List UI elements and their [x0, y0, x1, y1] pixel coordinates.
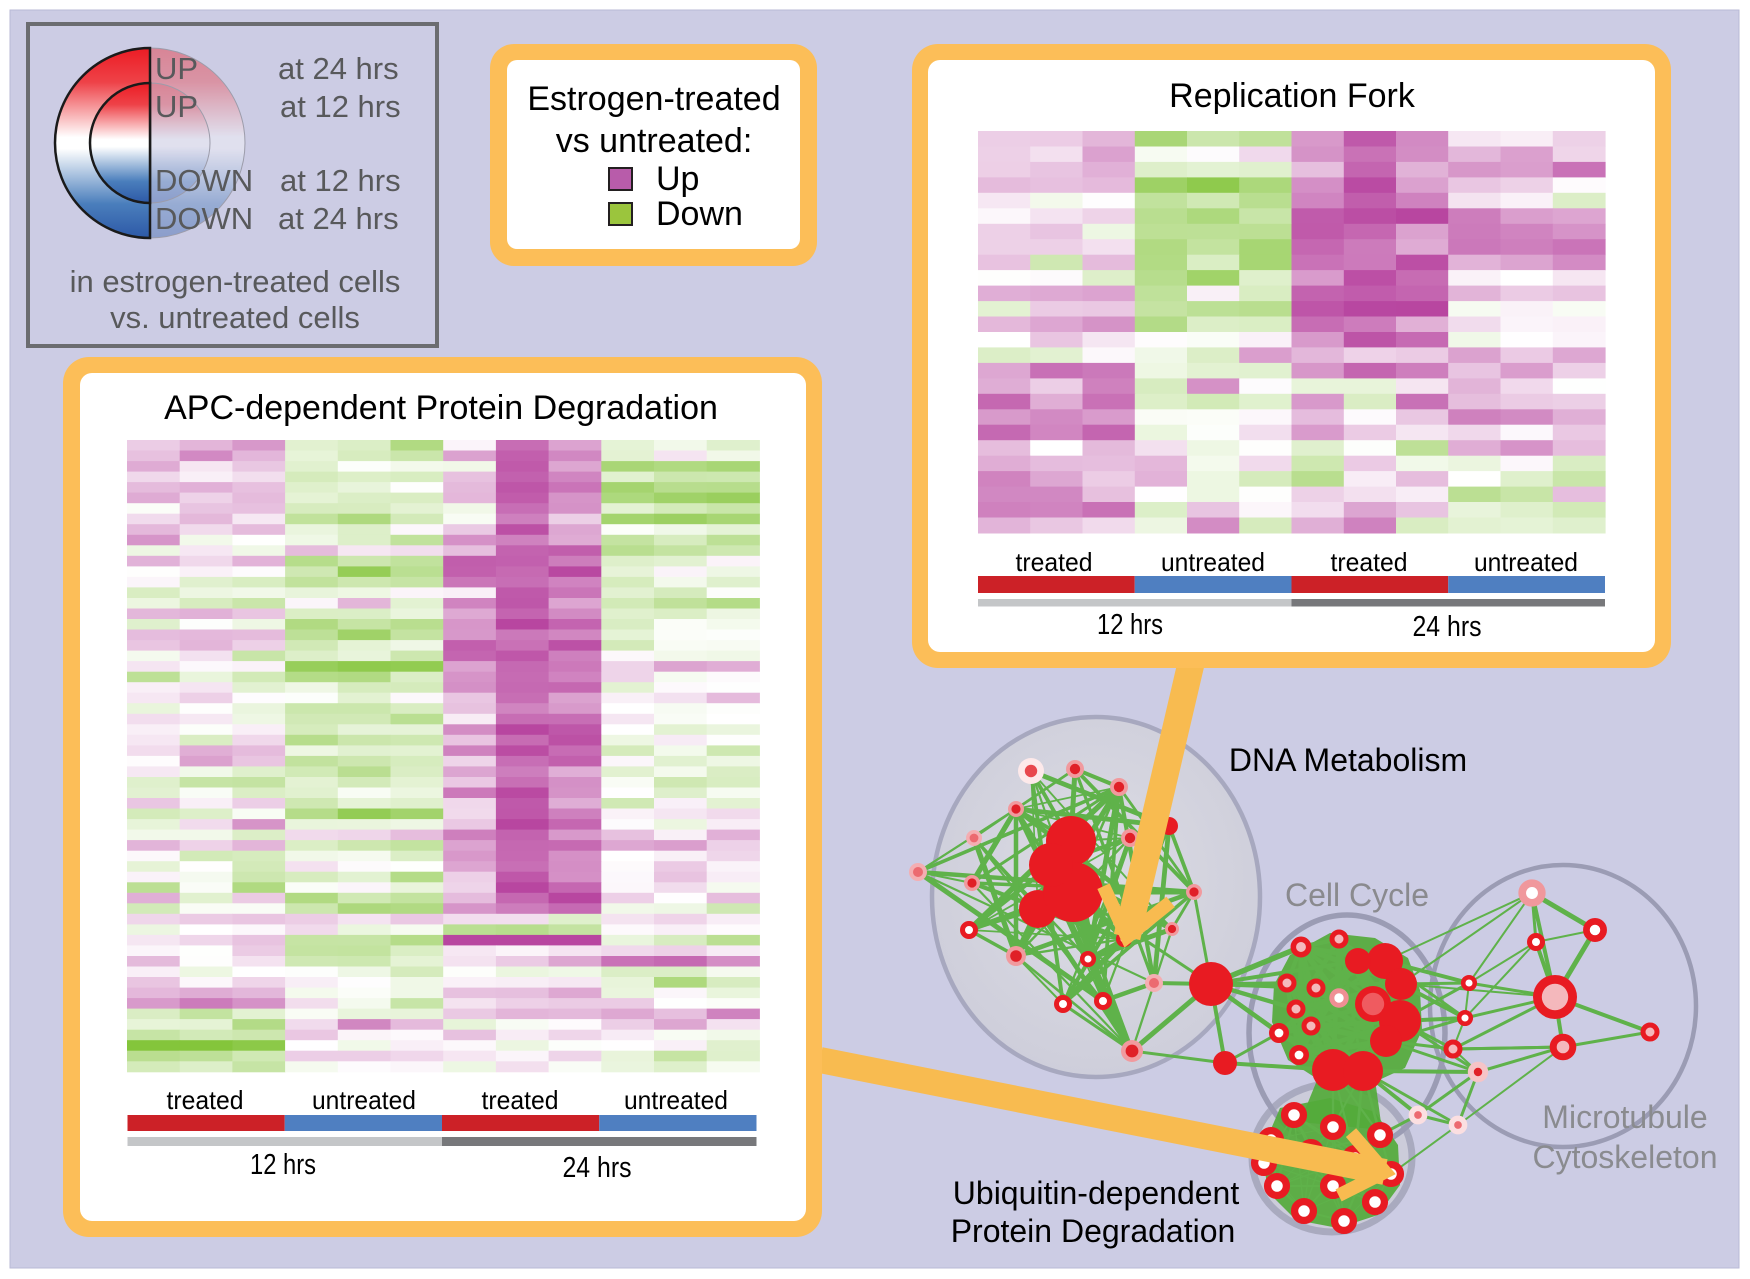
svg-text:at 24 hrs: at 24 hrs: [278, 201, 399, 236]
svg-text:12 hrs: 12 hrs: [250, 1149, 316, 1181]
svg-text:untreated: untreated: [1474, 547, 1578, 577]
svg-text:in estrogen-treated cells: in estrogen-treated cells: [70, 264, 401, 299]
svg-text:DNA Metabolism: DNA Metabolism: [1229, 742, 1467, 778]
svg-text:untreated: untreated: [1161, 547, 1265, 577]
svg-text:at 12 hrs: at 12 hrs: [280, 89, 401, 124]
svg-text:24 hrs: 24 hrs: [563, 1152, 632, 1184]
svg-text:APC-dependent Protein Degradat: APC-dependent Protein Degradation: [164, 389, 718, 427]
svg-text:Protein Degradation: Protein Degradation: [951, 1213, 1236, 1249]
svg-text:Up: Up: [656, 160, 699, 198]
svg-text:UP: UP: [155, 89, 198, 124]
svg-text:DOWN: DOWN: [155, 163, 253, 198]
svg-text:DOWN: DOWN: [155, 201, 253, 236]
svg-text:untreated: untreated: [312, 1085, 416, 1115]
svg-text:Down: Down: [656, 195, 743, 233]
svg-text:treated: treated: [482, 1085, 559, 1115]
svg-text:vs. untreated cells: vs. untreated cells: [110, 300, 360, 335]
svg-text:Replication Fork: Replication Fork: [1169, 77, 1416, 115]
svg-text:vs untreated:: vs untreated:: [556, 122, 753, 160]
svg-text:at 12 hrs: at 12 hrs: [280, 163, 401, 198]
svg-text:Cytoskeleton: Cytoskeleton: [1533, 1139, 1718, 1175]
svg-text:treated: treated: [167, 1085, 244, 1115]
svg-text:Estrogen-treated: Estrogen-treated: [527, 80, 780, 118]
svg-text:24 hrs: 24 hrs: [1413, 611, 1482, 643]
svg-text:untreated: untreated: [624, 1085, 728, 1115]
svg-text:treated: treated: [1016, 547, 1093, 577]
svg-text:Cell Cycle: Cell Cycle: [1285, 877, 1429, 913]
svg-text:Microtubule: Microtubule: [1542, 1099, 1707, 1135]
svg-text:at 24 hrs: at 24 hrs: [278, 51, 399, 86]
svg-text:UP: UP: [155, 51, 198, 86]
svg-text:treated: treated: [1331, 547, 1408, 577]
svg-text:12 hrs: 12 hrs: [1097, 609, 1163, 641]
svg-text:Ubiquitin-dependent: Ubiquitin-dependent: [953, 1175, 1240, 1211]
